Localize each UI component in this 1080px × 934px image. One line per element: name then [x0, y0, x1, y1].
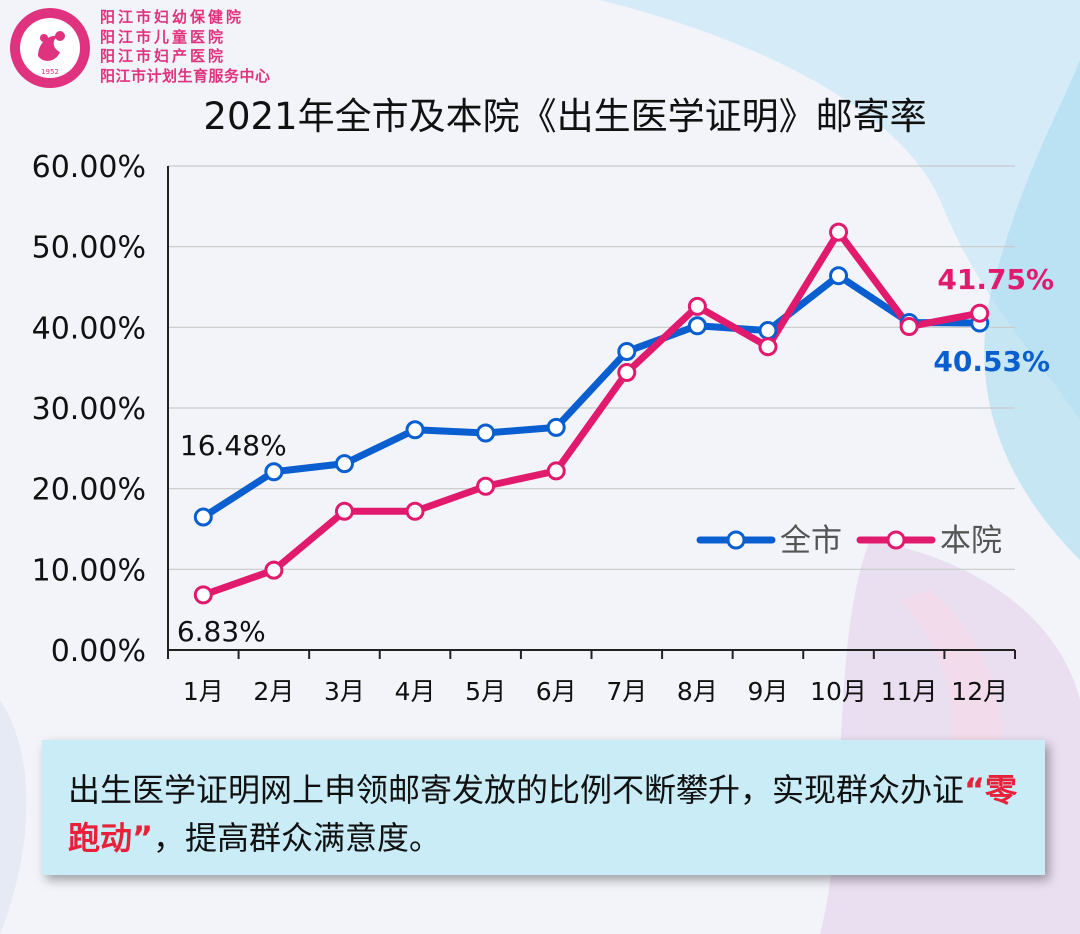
y-tick-label: 40.00% [32, 311, 146, 346]
legend-label: 本院 [940, 523, 1002, 559]
hospital-logo: 1952 [10, 8, 90, 88]
data-point-hospital [476, 476, 496, 496]
data-point-city [193, 507, 213, 527]
data-point-hospital [687, 296, 707, 316]
data-point-city [546, 417, 566, 437]
legend-marker [886, 530, 906, 550]
data-point-hospital [405, 501, 425, 521]
y-tick-label: 10.00% [32, 553, 146, 588]
data-point-hospital [617, 363, 637, 383]
data-point-city [758, 321, 778, 341]
x-tick-label: 1月 [183, 677, 224, 706]
data-point-hospital [546, 461, 566, 481]
x-tick-label: 6月 [536, 677, 577, 706]
legend-label: 全市 [780, 523, 842, 559]
y-tick-label: 50.00% [32, 231, 146, 266]
x-tick-label: 5月 [465, 677, 506, 706]
y-tick-label: 60.00% [32, 150, 146, 185]
org-name: 阳江市计划生育服务中心 [100, 66, 271, 85]
data-point-city [829, 266, 849, 286]
legend-marker [726, 530, 746, 550]
y-tick-label: 0.00% [51, 634, 146, 669]
organization-names: 阳江市妇幼保健院 阳江市儿童医院 阳江市妇产医院 阳江市计划生育服务中心 [100, 8, 271, 86]
x-tick-label: 4月 [395, 677, 436, 706]
summary-note: 出生医学证明网上申领邮寄发放的比例不断攀升，实现群众办证“零跑动”，提高群众满意… [42, 740, 1045, 875]
org-name: 阳江市妇产医院 [100, 47, 227, 65]
series-line-hospital [199, 228, 984, 599]
note-text: 出生医学证明网上申领邮寄发放的比例不断攀升，实现群众办证 [68, 771, 965, 809]
note-text-end: ，提高群众满意度。 [153, 819, 442, 857]
logo-year: 1952 [41, 68, 59, 76]
data-point-hospital [899, 317, 919, 337]
note-highlight: “零跑动” [68, 771, 1018, 857]
x-tick-label: 7月 [606, 677, 647, 706]
x-tick-label: 2月 [253, 677, 294, 706]
data-point-hospital [829, 222, 849, 242]
data-point-city [617, 342, 637, 362]
data-label: 6.83% [177, 615, 266, 648]
data-label: 41.75% [937, 263, 1054, 296]
org-name: 阳江市儿童医院 [100, 27, 227, 46]
data-point-city [687, 316, 707, 336]
org-name: 阳江市妇幼保健院 [100, 8, 245, 26]
data-point-city [334, 454, 354, 474]
data-point-city [264, 462, 284, 482]
data-point-hospital [758, 337, 778, 357]
x-tick-label: 3月 [324, 677, 365, 706]
x-tick-label: 10月 [810, 677, 867, 706]
y-tick-label: 20.00% [32, 473, 146, 508]
x-tick-label: 8月 [677, 677, 718, 706]
data-label: 16.48% [180, 429, 287, 462]
data-point-city [405, 420, 425, 440]
x-tick-label: 9月 [748, 677, 789, 706]
data-point-hospital [193, 585, 213, 605]
data-point-city [476, 423, 496, 443]
data-point-hospital [334, 501, 354, 521]
y-tick-label: 30.00% [32, 392, 146, 427]
x-tick-label: 11月 [881, 677, 938, 706]
series-line-city [199, 272, 984, 521]
line-chart: 0.00% 10.00% 20.00% 30.00% 40.00% 50.00% 60.00… [32, 150, 1054, 706]
data-point-hospital [264, 560, 284, 580]
data-point-hospital [970, 303, 990, 323]
chart-title: 2021年全市及本院《出生医学证明》邮寄率 [203, 95, 927, 138]
data-label: 40.53% [933, 345, 1050, 378]
x-tick-label: 12月 [951, 677, 1008, 706]
